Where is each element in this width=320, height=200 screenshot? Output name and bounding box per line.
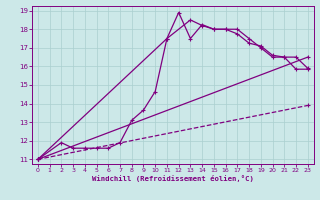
- X-axis label: Windchill (Refroidissement éolien,°C): Windchill (Refroidissement éolien,°C): [92, 175, 254, 182]
